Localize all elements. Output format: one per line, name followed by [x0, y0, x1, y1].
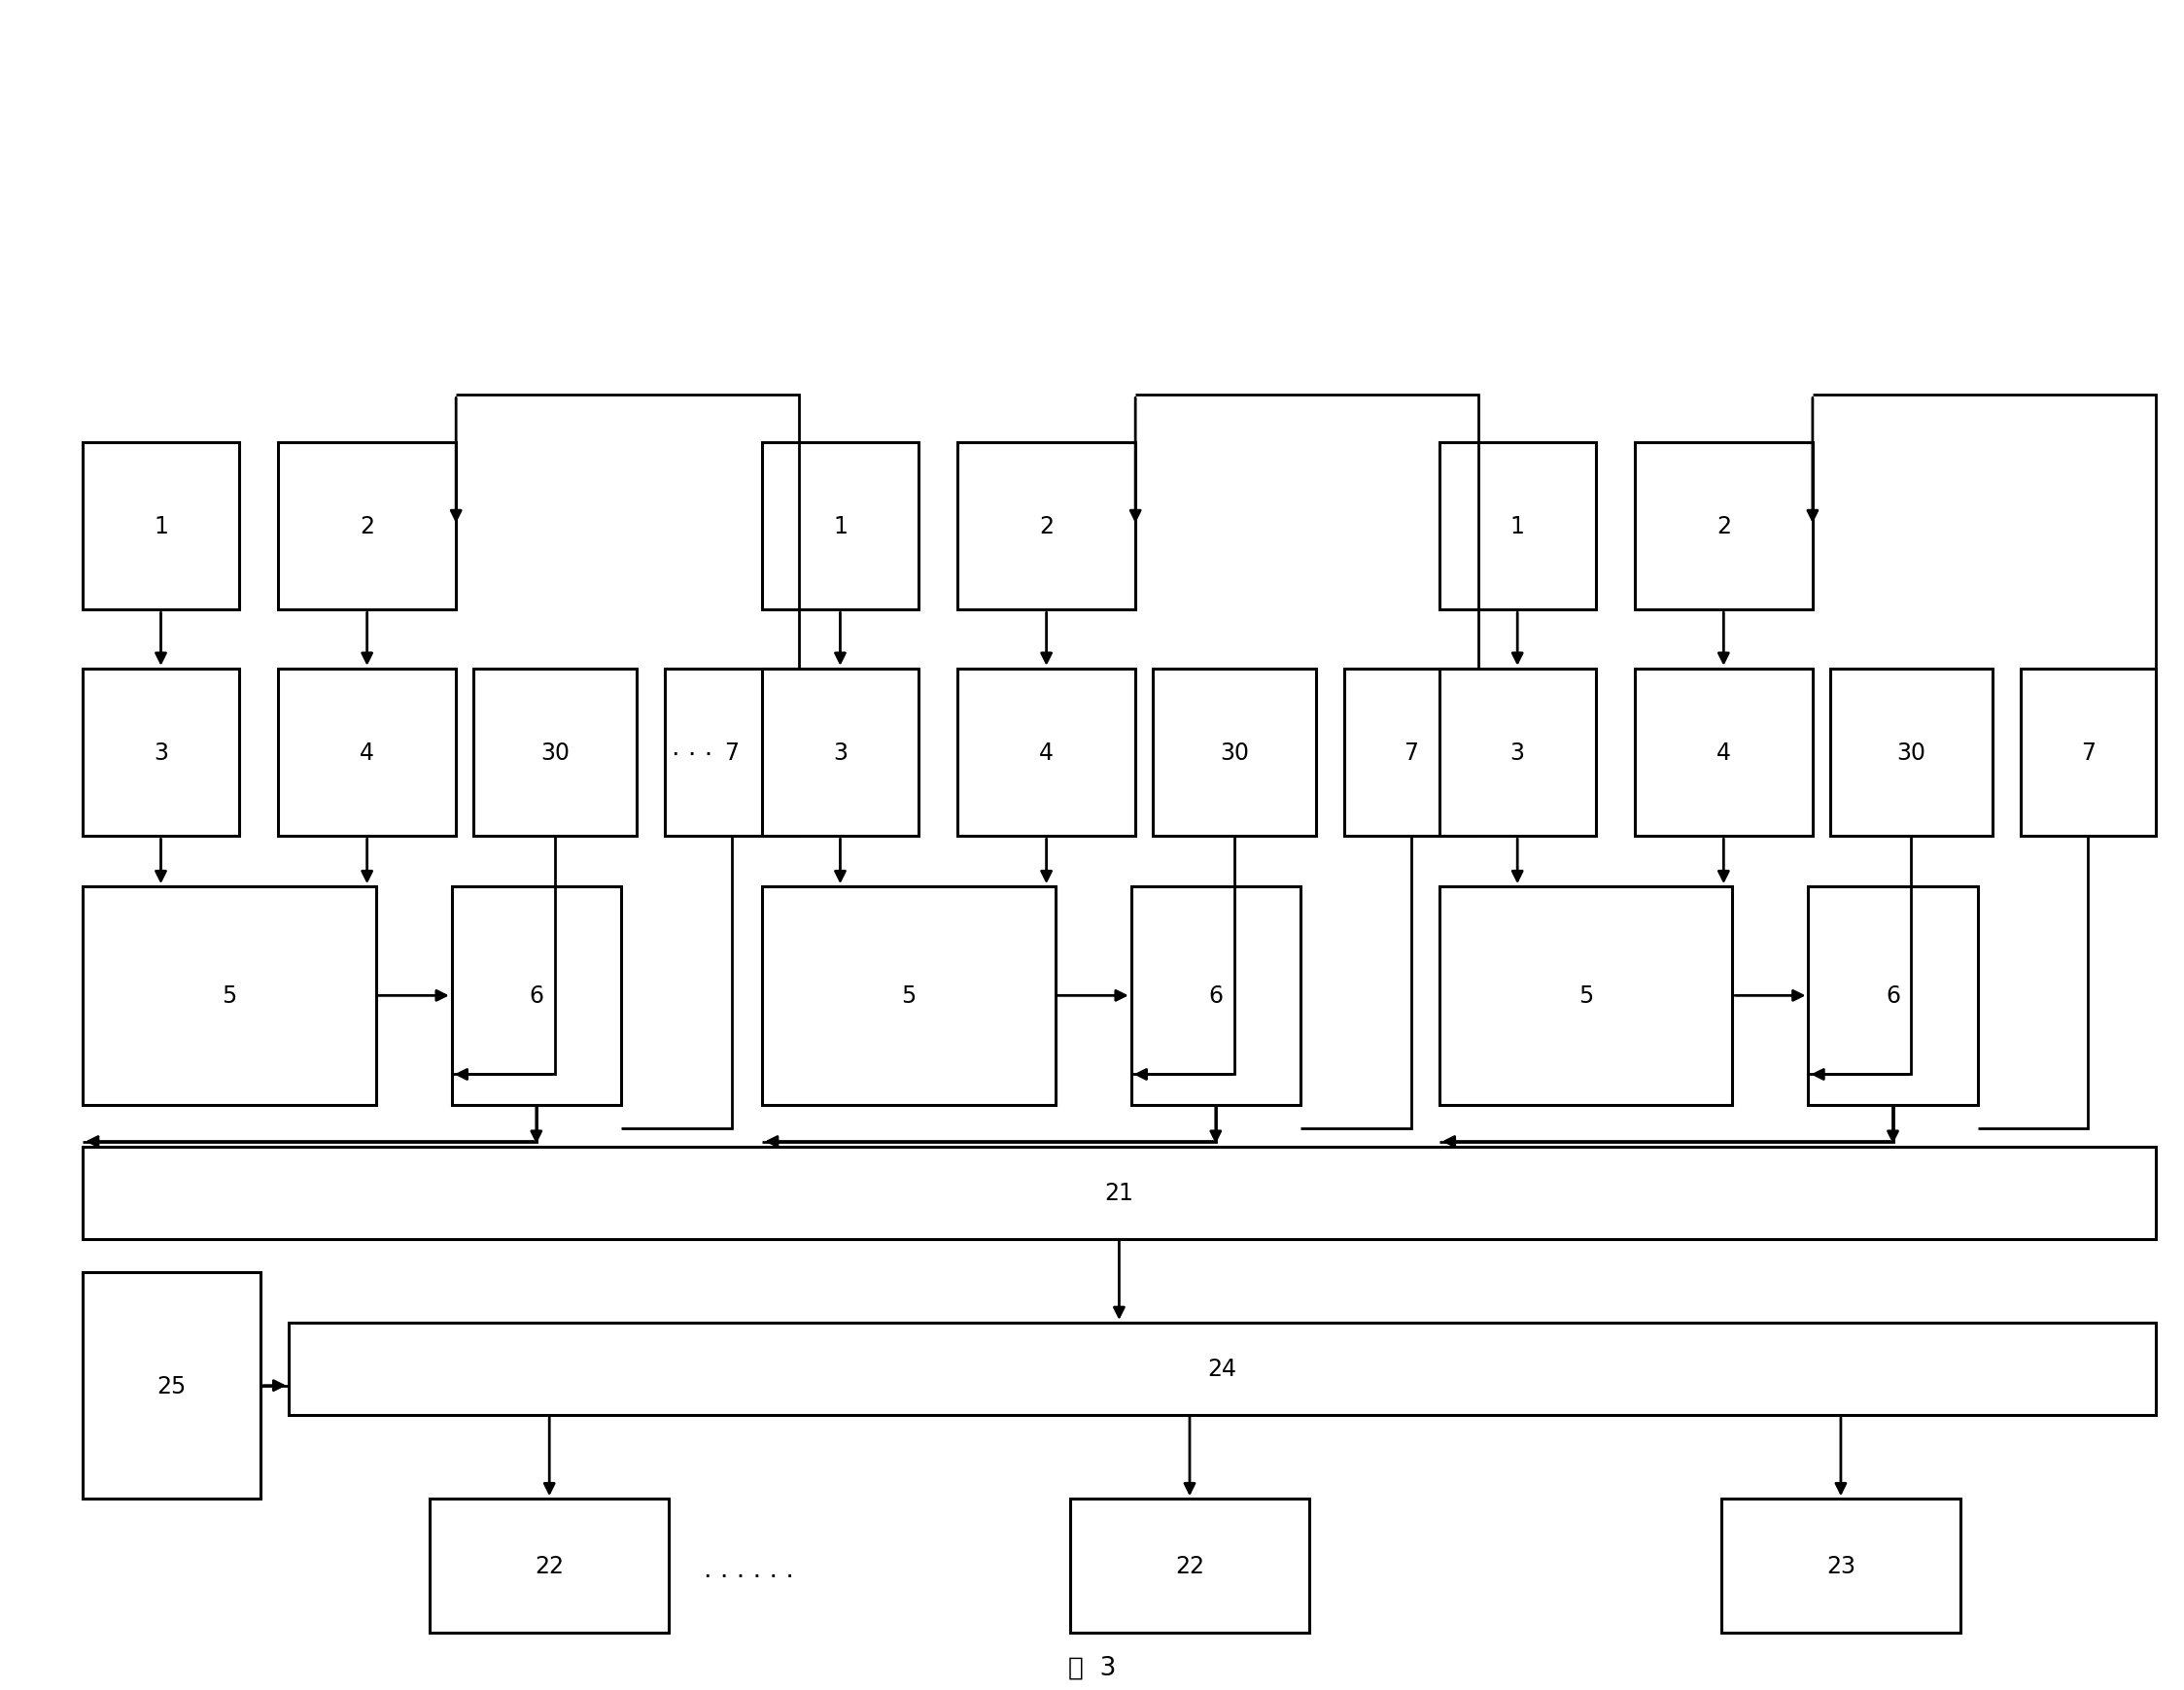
FancyBboxPatch shape: [83, 887, 376, 1105]
FancyBboxPatch shape: [288, 1323, 2156, 1415]
Text: 4: 4: [1717, 742, 1732, 764]
Text: 6: 6: [1885, 984, 1900, 1007]
Text: 22: 22: [535, 1555, 563, 1577]
FancyBboxPatch shape: [1131, 887, 1299, 1105]
FancyBboxPatch shape: [1153, 669, 1315, 837]
Text: 2: 2: [1717, 515, 1732, 537]
Text: 7: 7: [1404, 742, 1417, 764]
FancyBboxPatch shape: [1634, 443, 1813, 610]
Text: 7: 7: [725, 742, 738, 764]
FancyBboxPatch shape: [277, 669, 456, 837]
Text: 5: 5: [902, 984, 915, 1007]
Text: 3: 3: [153, 742, 168, 764]
FancyBboxPatch shape: [83, 443, 238, 610]
FancyBboxPatch shape: [762, 669, 917, 837]
Text: . . .: . . .: [673, 735, 714, 761]
Text: 2: 2: [1040, 515, 1053, 537]
Text: 30: 30: [539, 742, 570, 764]
Text: 4: 4: [360, 742, 373, 764]
Text: 6: 6: [529, 984, 544, 1007]
Text: 5: 5: [223, 984, 236, 1007]
FancyBboxPatch shape: [1721, 1499, 1961, 1633]
Text: 4: 4: [1040, 742, 1053, 764]
Text: 21: 21: [1105, 1181, 1133, 1205]
FancyBboxPatch shape: [762, 887, 1055, 1105]
FancyBboxPatch shape: [1439, 887, 1732, 1105]
FancyBboxPatch shape: [83, 669, 238, 837]
Text: 2: 2: [360, 515, 373, 537]
FancyBboxPatch shape: [957, 443, 1136, 610]
FancyBboxPatch shape: [1634, 669, 1813, 837]
FancyBboxPatch shape: [474, 669, 636, 837]
Text: 24: 24: [1208, 1357, 1236, 1381]
FancyBboxPatch shape: [83, 1148, 2156, 1239]
Text: 30: 30: [1896, 742, 1926, 764]
Text: 1: 1: [1509, 515, 1524, 537]
Text: 1: 1: [832, 515, 847, 537]
Text: 25: 25: [157, 1374, 186, 1398]
Text: 3: 3: [1509, 742, 1524, 764]
Text: 3: 3: [832, 742, 847, 764]
Text: 22: 22: [1175, 1555, 1203, 1577]
FancyBboxPatch shape: [1808, 887, 1977, 1105]
FancyBboxPatch shape: [1439, 443, 1597, 610]
Text: 1: 1: [153, 515, 168, 537]
FancyBboxPatch shape: [2020, 669, 2156, 837]
Text: 23: 23: [1826, 1555, 1856, 1577]
Text: 图  3: 图 3: [1068, 1655, 1116, 1680]
FancyBboxPatch shape: [1070, 1499, 1308, 1633]
Text: 6: 6: [1208, 984, 1223, 1007]
FancyBboxPatch shape: [430, 1499, 668, 1633]
FancyBboxPatch shape: [1343, 669, 1479, 837]
Text: 5: 5: [1579, 984, 1592, 1007]
FancyBboxPatch shape: [83, 1273, 260, 1499]
FancyBboxPatch shape: [277, 443, 456, 610]
FancyBboxPatch shape: [1439, 669, 1597, 837]
FancyBboxPatch shape: [664, 669, 799, 837]
FancyBboxPatch shape: [452, 887, 620, 1105]
FancyBboxPatch shape: [762, 443, 917, 610]
Text: 7: 7: [2081, 742, 2097, 764]
Text: . . . . . .: . . . . . .: [703, 1556, 795, 1582]
FancyBboxPatch shape: [957, 669, 1136, 837]
Text: 30: 30: [1219, 742, 1249, 764]
FancyBboxPatch shape: [1830, 669, 1992, 837]
